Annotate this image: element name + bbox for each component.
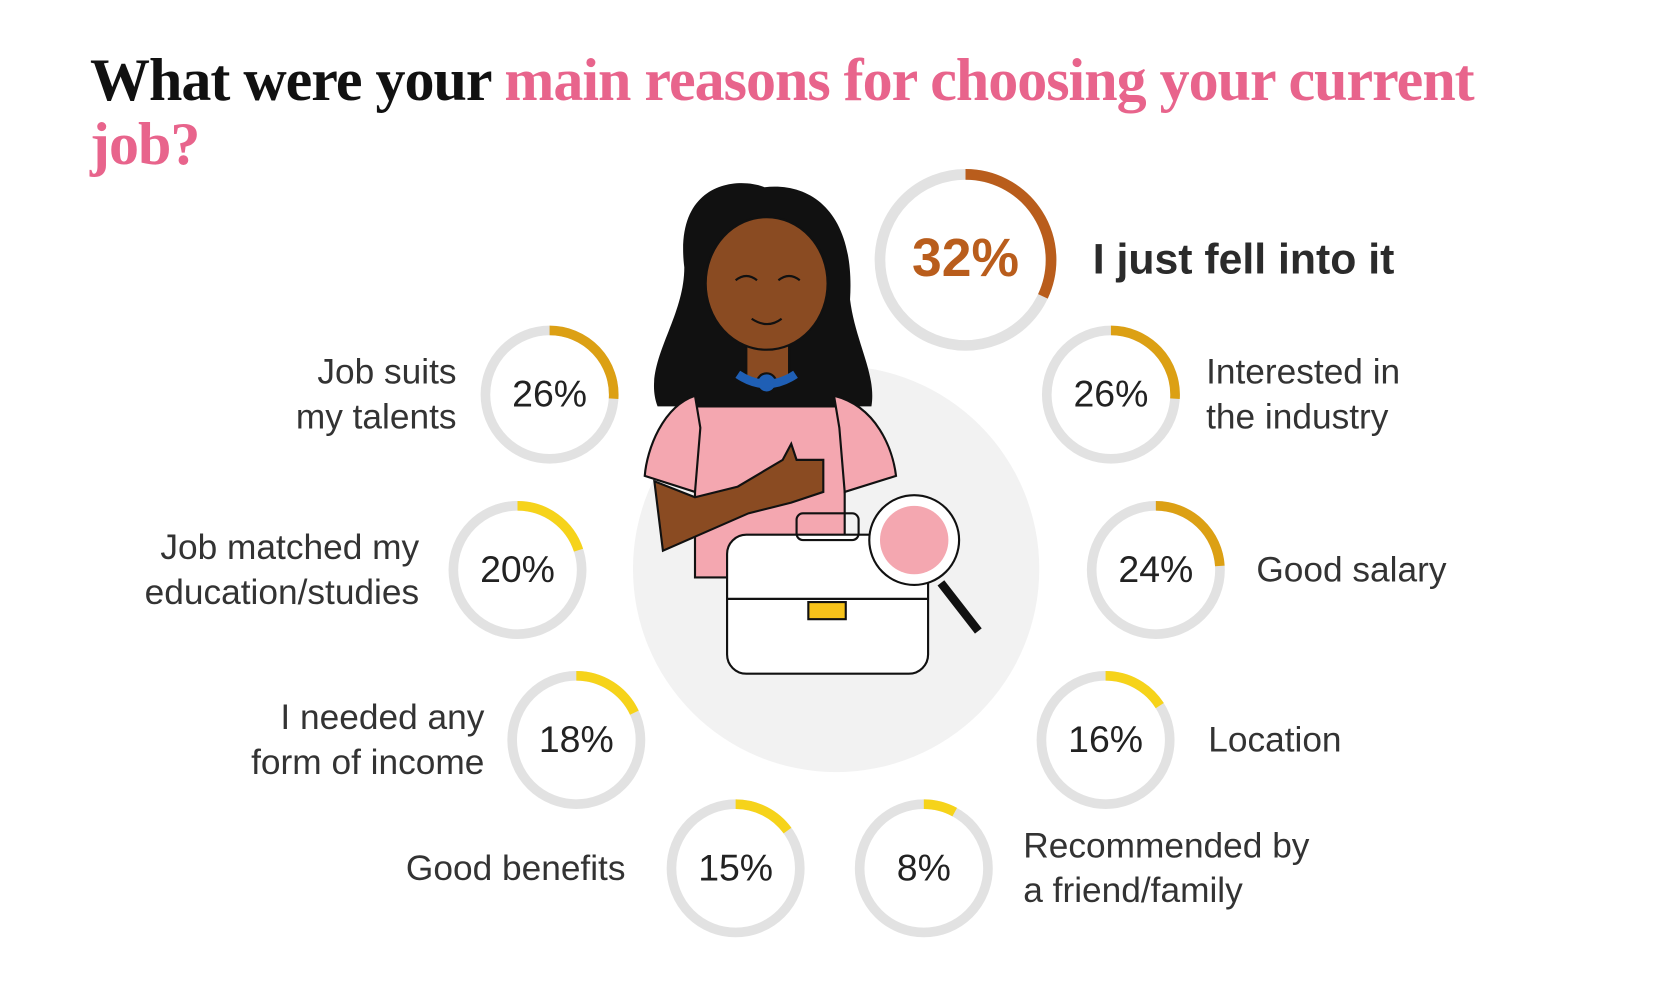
ring-arc (965, 169, 1057, 299)
ring-arc (576, 671, 639, 715)
category-label: Good salary (1256, 550, 1447, 589)
category-label: form of income (251, 743, 484, 782)
ring-arc (1105, 671, 1164, 709)
value-label: 26% (512, 373, 587, 415)
category-label: Location (1208, 720, 1341, 759)
ring-arc (1110, 325, 1180, 399)
ring-arc (517, 501, 584, 552)
category-label: I needed any (280, 698, 484, 737)
title-plain: What were your (90, 47, 491, 113)
title-highlight: main reasons for choosing your current j… (90, 47, 1475, 177)
ring-arc (549, 325, 619, 399)
value-label: 20% (480, 548, 555, 590)
category-label: Good benefits (406, 849, 626, 888)
value-label: 8% (897, 846, 951, 888)
category-label: Interested in (1206, 353, 1400, 392)
value-label: 15% (698, 846, 773, 888)
illustration (632, 183, 1040, 773)
ring-arc (1155, 501, 1225, 567)
value-label: 18% (539, 718, 614, 760)
category-label: education/studies (145, 573, 419, 612)
category-label: I just fell into it (1093, 235, 1395, 283)
category-label: Job suits (317, 353, 456, 392)
ring-arc (735, 799, 792, 834)
category-label: the industry (1206, 398, 1389, 437)
category-label: Recommended by (1023, 826, 1310, 865)
ring-arc (923, 799, 958, 817)
value-label: 24% (1118, 548, 1193, 590)
value-label: 26% (1073, 373, 1148, 415)
category-label: a friend/family (1023, 871, 1243, 910)
category-label: my talents (296, 398, 457, 437)
value-label: 16% (1068, 718, 1143, 760)
title: What were your main reasons for choosing… (90, 48, 1510, 176)
category-label: Job matched my (160, 528, 419, 567)
value-label: 32% (912, 229, 1019, 288)
